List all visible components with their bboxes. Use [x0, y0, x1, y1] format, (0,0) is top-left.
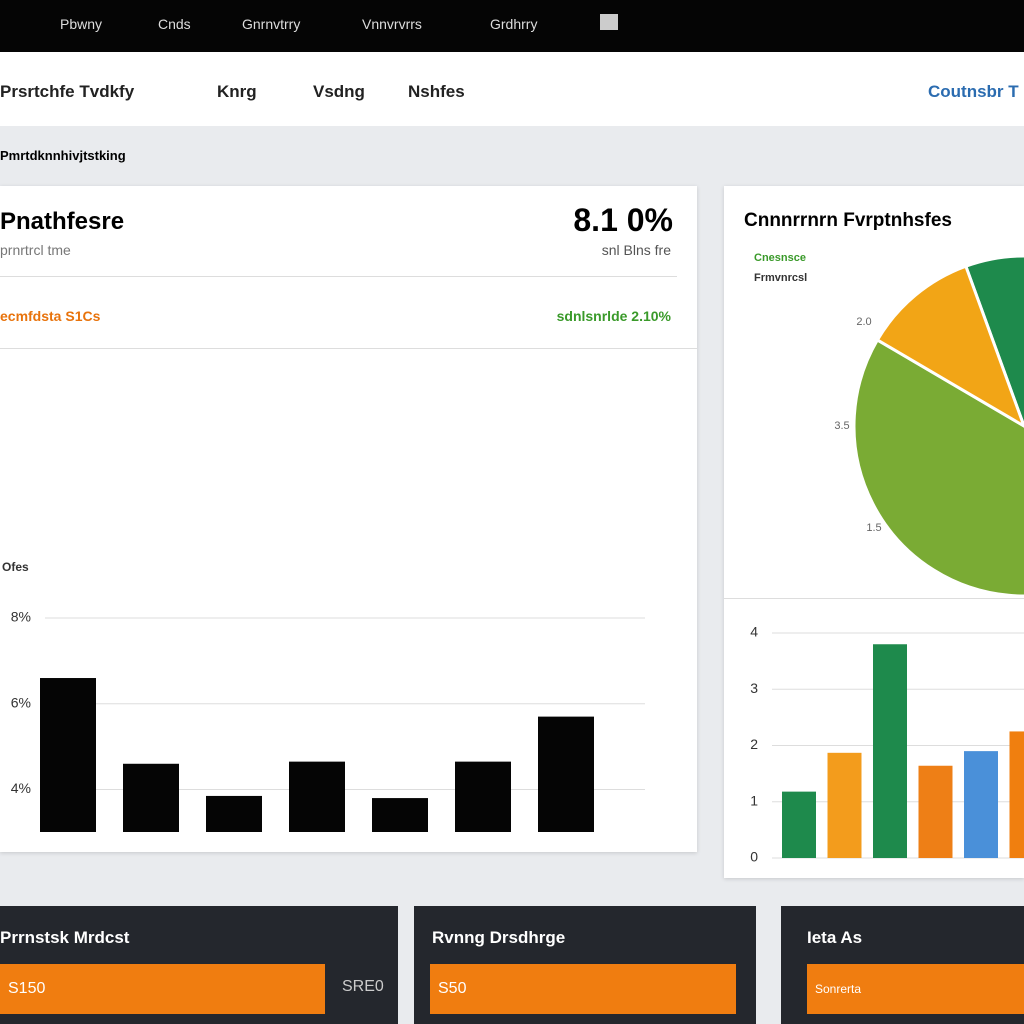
bar [873, 644, 907, 858]
nav-link[interactable]: Gnrnvtrry [242, 16, 301, 32]
nav-link[interactable]: Cnds [158, 16, 191, 32]
bottom-card: Prrnstsk Mrdcst S150 SRE0 [0, 906, 398, 1024]
card-subtitle: prnrtrcl tme [0, 242, 71, 258]
stat-label: ecmfdsta [0, 308, 62, 324]
nav-link[interactable]: Pbwny [60, 16, 103, 32]
bottom-card: Ieta As Sonrerta [781, 906, 1024, 1024]
bar [372, 798, 428, 832]
pie-annotation: 1.5 [866, 522, 881, 534]
bar-chart: Ofes0%2%4%6%8%20142015201620172018201920… [2, 560, 645, 832]
card-title: Cnnnrrnrn Fvrptnhsfes [744, 210, 952, 231]
card-title: Pnathfesre [0, 208, 125, 235]
bar [40, 678, 96, 832]
stat-right: sdnlsnrlde 2.10% [557, 308, 671, 324]
bar [782, 791, 816, 858]
bar [289, 761, 345, 832]
y-tick-label: 6% [11, 694, 31, 710]
divider [0, 276, 677, 277]
pie-slice [852, 337, 1024, 596]
pie-slice [875, 264, 1024, 428]
menu-icon[interactable] [600, 14, 618, 30]
stat-value: S1Cs [65, 308, 101, 324]
bar-chart: 0 1 2 3 4 [750, 624, 1024, 865]
pie-annotation: 2.0 [856, 316, 871, 328]
divider [0, 348, 697, 349]
kpi-sub: snl Blns fre [601, 242, 671, 258]
bar [455, 761, 511, 832]
nav-link[interactable]: Vnnvrvrrs [362, 16, 422, 32]
bar [1009, 731, 1024, 858]
side-label: SRE0 [342, 978, 384, 995]
sub-link[interactable]: Coutnsbr T [928, 82, 1019, 101]
bar [123, 763, 179, 832]
card-title: Rvnng Drsdhrge [432, 928, 566, 947]
brand[interactable]: Prsrtchfe Tvdkfy [0, 82, 135, 101]
progress-bar: S150 [0, 964, 325, 1014]
legend-entry: Cnesnsce [754, 252, 806, 264]
y-tick-label: 4 [750, 624, 758, 640]
card-title: Prrnstsk Mrdcst [0, 928, 130, 947]
legend-entry: Frmvnrcsl [754, 272, 808, 284]
sub-link[interactable]: Knrg [217, 82, 257, 101]
pie-chart: 2.0 3.5 1.5 [834, 254, 1024, 596]
nav-link[interactable]: Grdhrry [490, 16, 538, 32]
y-tick-label: 8% [11, 609, 31, 625]
y-tick-label: 1 [750, 792, 758, 808]
sub-link[interactable]: Nshfes [408, 82, 465, 101]
top-nav: Pbwny Cnds Gnrnvtrry Vnnvrvrrs Grdhrry [0, 0, 1024, 52]
pie-annotation: 3.5 [834, 420, 849, 432]
y-tick-label: 2 [750, 736, 758, 752]
y-tick-label: 0 [750, 849, 758, 865]
stat-left: ecmfdsta S1Cs [0, 308, 100, 324]
bar [206, 795, 262, 832]
progress-bar: Sonrerta [807, 964, 1024, 1014]
divider [724, 598, 1024, 599]
stat-label: sdnlsnrlde [556, 308, 628, 324]
bar [538, 716, 594, 832]
sub-link[interactable]: Vsdng [313, 82, 365, 101]
bar [964, 751, 998, 858]
y-tick-label: 4% [11, 780, 31, 796]
card-title: Ieta As [807, 928, 863, 947]
bottom-card: Rvnng Drsdhrge S50 [414, 906, 756, 1024]
breadcrumb: Pmrtdknnhivjtstking [0, 148, 126, 163]
main-card: Pnathfesre prnrtrcl tme 8.1 0% snl Blns … [0, 186, 697, 852]
bar [918, 765, 953, 858]
sub-nav: Prsrtchfe Tvdkfy Knrg Vsdng Nshfes Coutn… [0, 52, 1024, 126]
side-card: Cnnnrrnrn Fvrptnhsfes Cnesnsce Frmvnrcsl… [724, 186, 1024, 878]
stat-value: 2.10% [631, 308, 671, 324]
kpi: 8.1 0% [573, 202, 673, 238]
y-tick-label: 3 [750, 680, 758, 696]
progress-bar: S50 [430, 964, 736, 1014]
axis-label: Ofes [2, 560, 29, 574]
bar [827, 752, 862, 858]
